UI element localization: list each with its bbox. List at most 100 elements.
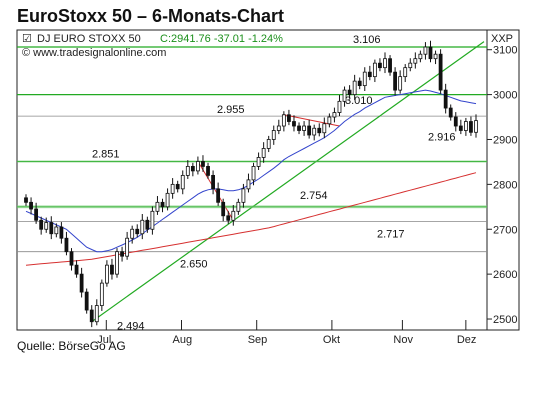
candle-down [448,107,453,118]
candle-down [190,166,195,172]
instrument-label: DJ EURO STOXX 50 [37,33,141,45]
candle-down [297,125,301,131]
candle-down [388,58,392,73]
candle-up [125,237,130,257]
candle-up [403,67,408,78]
candle-up [463,121,468,131]
candle-up [130,228,135,239]
x-tick-label: Okt [323,334,340,346]
candle-down [120,251,124,257]
candle-down [378,62,382,69]
axis-code-label: XXP [491,33,513,45]
candle-up [398,76,403,91]
candle-up [241,188,246,203]
source-caption: Quelle: BörseGo AG [17,339,126,353]
price-annotation: 2.650 [180,259,208,271]
candle-up [352,80,357,95]
candle-down [49,222,54,235]
x-tick-label: Sep [248,334,268,346]
candle-up [115,251,119,275]
candle-down [74,264,79,275]
candle-down [29,201,33,210]
candle-down [428,46,433,60]
ma-short-line [25,89,477,253]
y-tick-label: 2500 [493,314,517,326]
candle-down [367,71,372,78]
candle-up [281,114,286,127]
candle-down [292,121,296,127]
candle-down [84,291,89,311]
candle-up [185,166,190,176]
candle-down [287,114,291,122]
candle-up [327,116,332,125]
candle-up [423,46,428,55]
candle-down [211,174,215,190]
candle-up [94,305,99,323]
y-tick-label: 2700 [493,224,517,236]
price-annotation: 2.916 [428,131,456,143]
candle-down [443,89,448,109]
price-annotation: 2.851 [92,148,120,160]
candle-down [39,219,44,230]
price-annotation: 3.106 [353,34,381,46]
candle-down [79,273,84,293]
y-axis-frame [486,29,520,331]
candle-down [453,116,458,127]
candle-up [312,127,317,136]
candle-down [24,197,28,203]
x-tick-label: Aug [173,334,193,346]
trend-line [91,41,485,323]
candle-down [201,161,205,167]
candle-down [226,215,231,221]
candle-down [135,228,140,235]
instrument-icon: ☑ [22,33,32,45]
candle-down [34,208,39,221]
candle-up [383,58,387,69]
candle-up [302,125,306,131]
candle-up [165,192,170,208]
candle-up [322,123,327,134]
horizontal-lines-layer [17,41,487,323]
candle-down [469,121,473,133]
candle-up [44,222,49,230]
candle-up [256,157,261,167]
x-tick-label: Dez [457,334,477,346]
candle-up [408,62,413,69]
y-tick-label: 2600 [493,269,517,281]
red-resistance-line [197,161,234,221]
candle-down [145,219,150,230]
candle-down [216,188,221,203]
y-tick-label: 3100 [493,45,517,57]
candle-up [276,125,281,131]
candle-down [175,183,180,190]
x-axis: Jul Aug Sep Okt Nov Dez [97,320,476,346]
y-axis: 2500 2600 2700 2800 2900 3000 3100 [487,45,517,326]
candle-up [418,53,423,60]
candle-up [54,226,59,235]
annotations-layer: 3.106 3.010 2.955 2.916 2.851 2.754 2.717 2.650… [92,34,456,333]
candle-up [433,53,438,60]
candle-up [342,89,347,102]
candle-down [307,125,312,136]
price-annotation: 3.010 [345,95,373,107]
candle-down [160,201,165,208]
candle-up [170,183,175,194]
candle-down [69,251,74,266]
candle-down [347,89,352,95]
y-tick-label: 2800 [493,179,517,191]
x-tick-label: Jul [97,334,111,346]
candle-down [393,71,398,91]
candle-up [180,174,185,190]
close-info: C:2941.76 -37.01 -1.24% [160,33,283,45]
price-annotation: 2.717 [377,229,405,241]
candle-down [110,264,114,275]
candle-up [150,210,155,230]
candle-up [413,58,418,64]
candle-down [458,125,463,131]
candle-down [64,237,69,253]
y-tick-label: 2900 [493,134,517,146]
candle-down [438,53,443,91]
candle-down [357,80,362,87]
